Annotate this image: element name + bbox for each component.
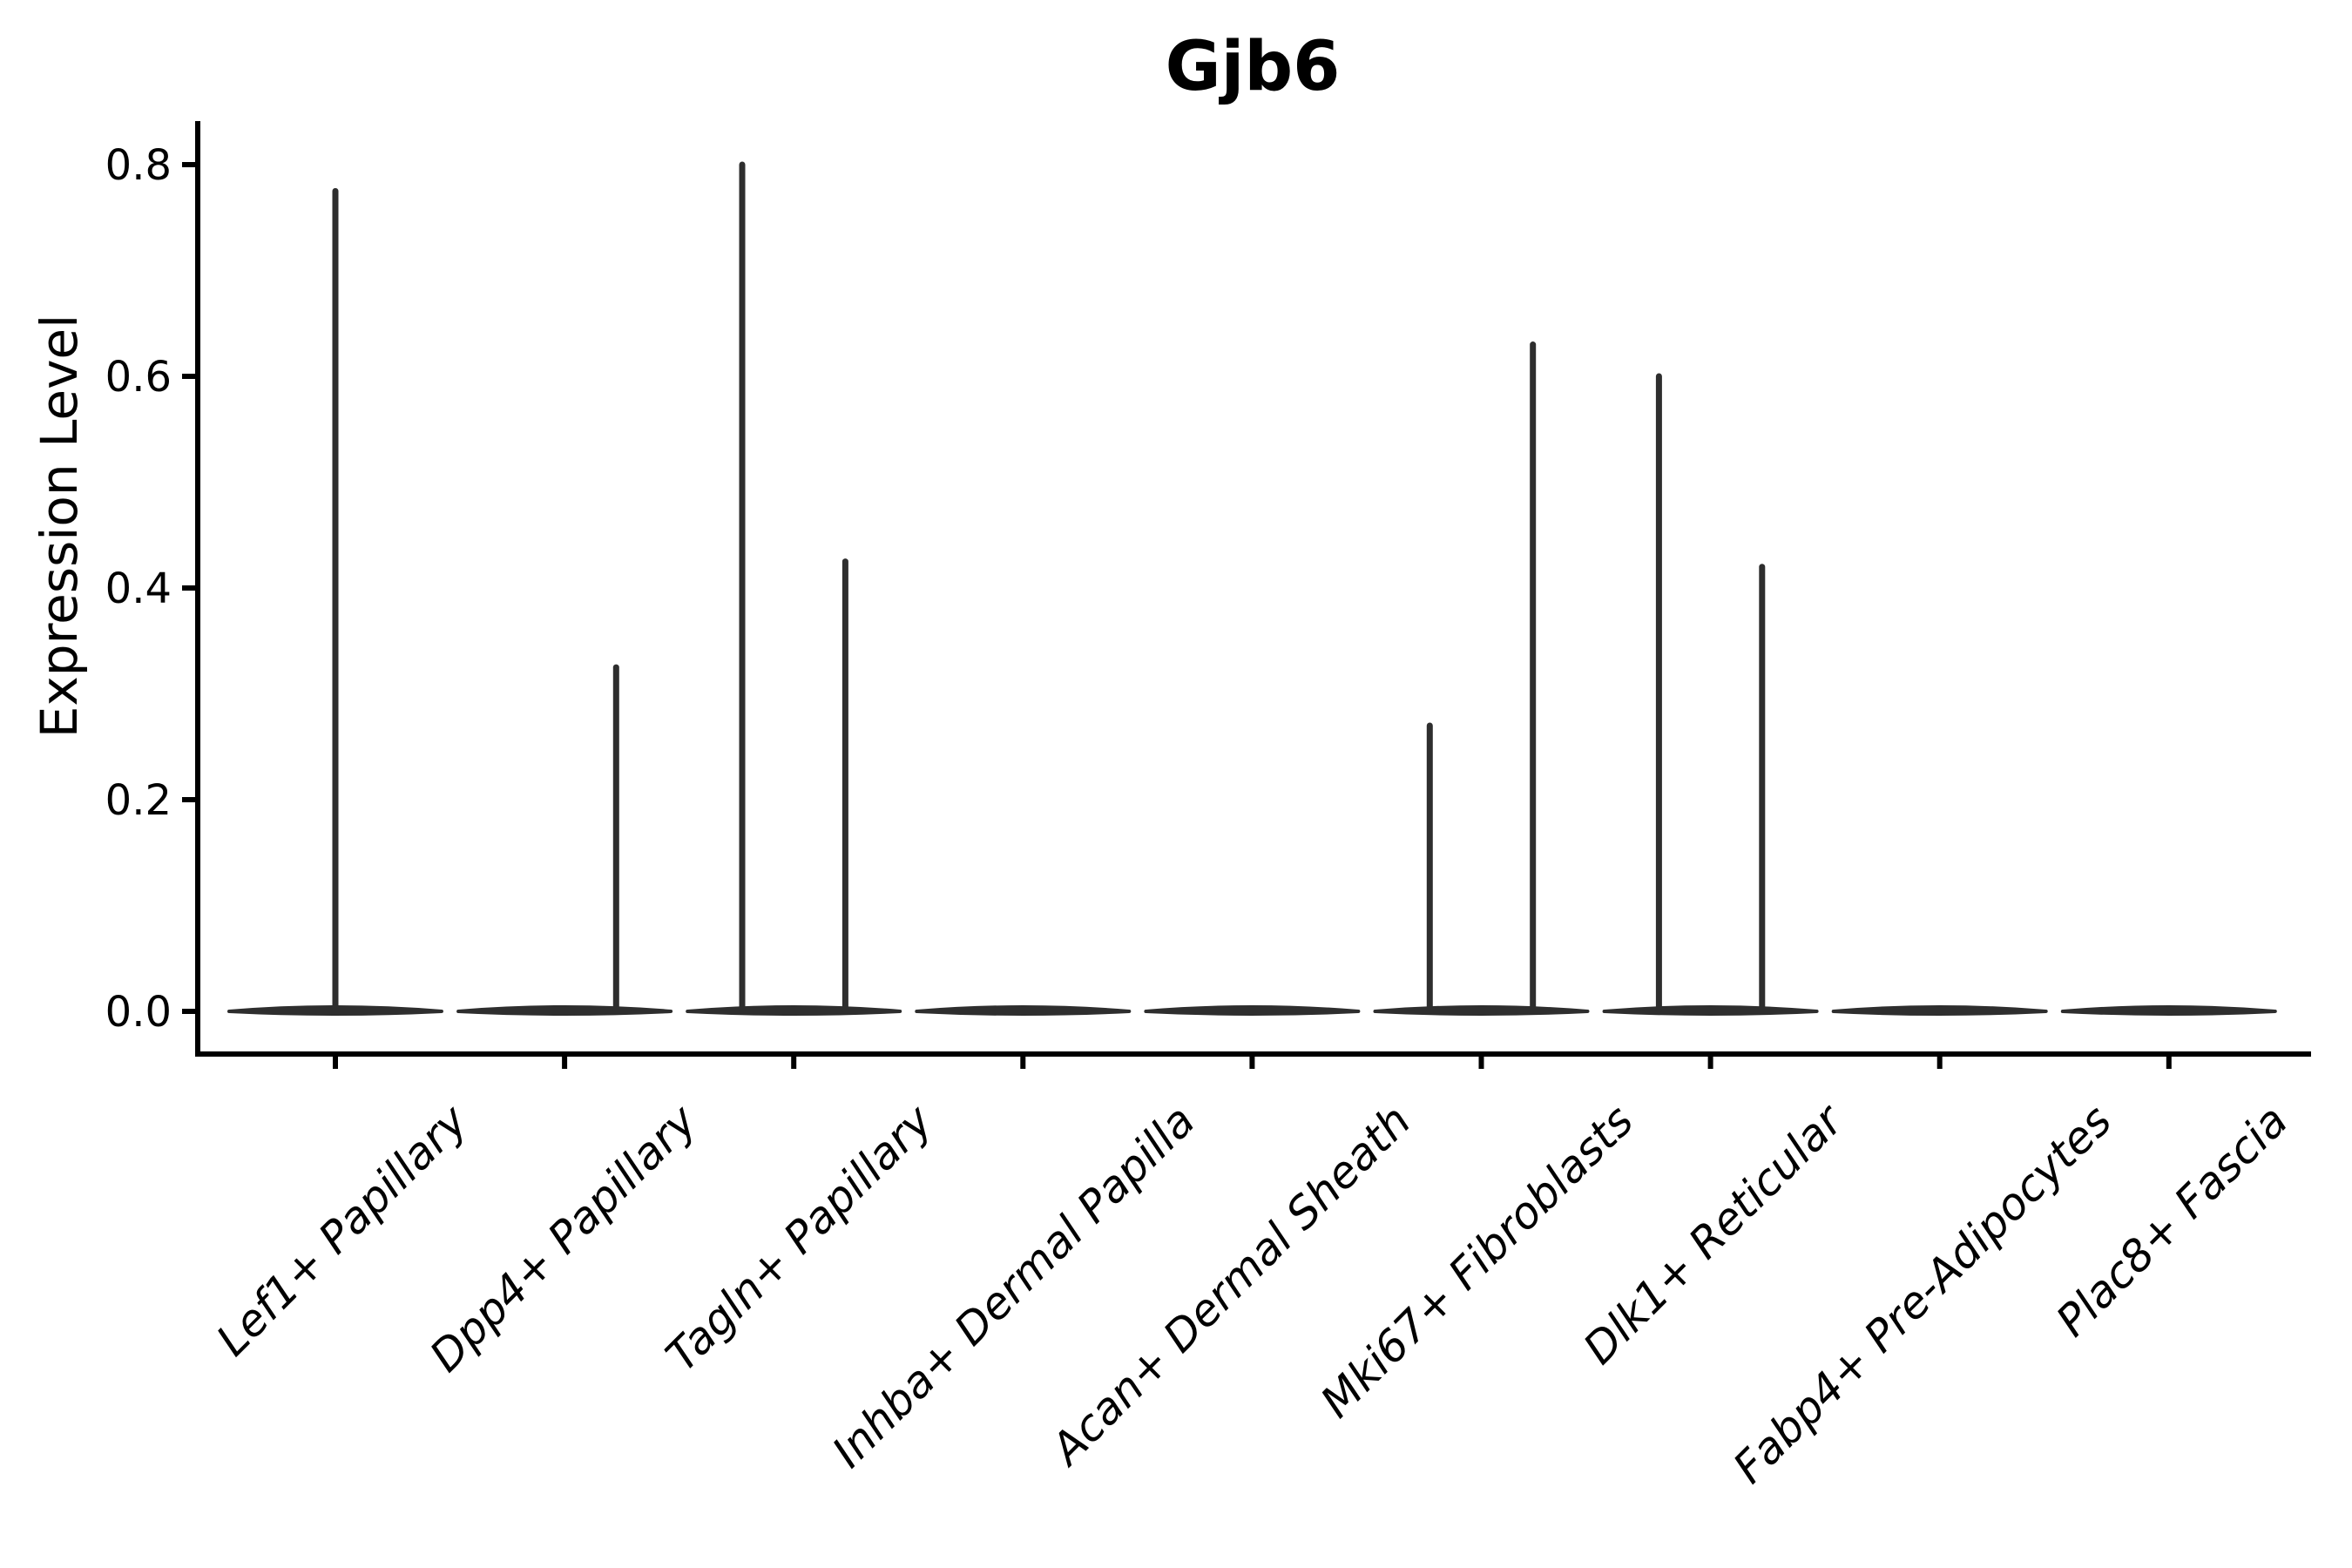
violin	[1373, 341, 1590, 1016]
violin-layer	[227, 161, 2277, 1016]
y-tick-label: 0.8	[105, 141, 172, 190]
violin-zero-body	[686, 1005, 902, 1016]
x-tick-label: Acan+ Dermal Sheath	[1040, 1095, 1421, 1476]
axes-layer	[182, 121, 2311, 1069]
violin	[456, 664, 673, 1016]
violin	[1831, 1005, 2048, 1016]
y-tick-label: 0.0	[105, 988, 172, 1037]
violin-zero-body	[1373, 1005, 1590, 1016]
violin	[686, 161, 902, 1016]
y-tick-label: 0.6	[105, 353, 172, 402]
violin	[2060, 1005, 2277, 1016]
x-tick-label: Lef1+ Papillary	[206, 1094, 477, 1365]
violin-zero-body	[2060, 1005, 2277, 1016]
violin-zero-body	[1831, 1005, 2048, 1016]
y-tick-label: 0.4	[105, 564, 172, 613]
violin-zero-body	[456, 1005, 673, 1016]
violin-zero-body	[1602, 1005, 1819, 1016]
violin	[227, 187, 443, 1016]
violin	[915, 1005, 1132, 1016]
chart-title: Gjb6	[1166, 28, 1341, 106]
violin	[1602, 373, 1819, 1016]
violin-zero-body	[915, 1005, 1132, 1016]
y-tick-label: 0.2	[105, 776, 172, 825]
violin-zero-body	[1144, 1005, 1361, 1016]
y-axis-label: Expression Level	[30, 314, 89, 738]
violin	[1144, 1005, 1361, 1016]
